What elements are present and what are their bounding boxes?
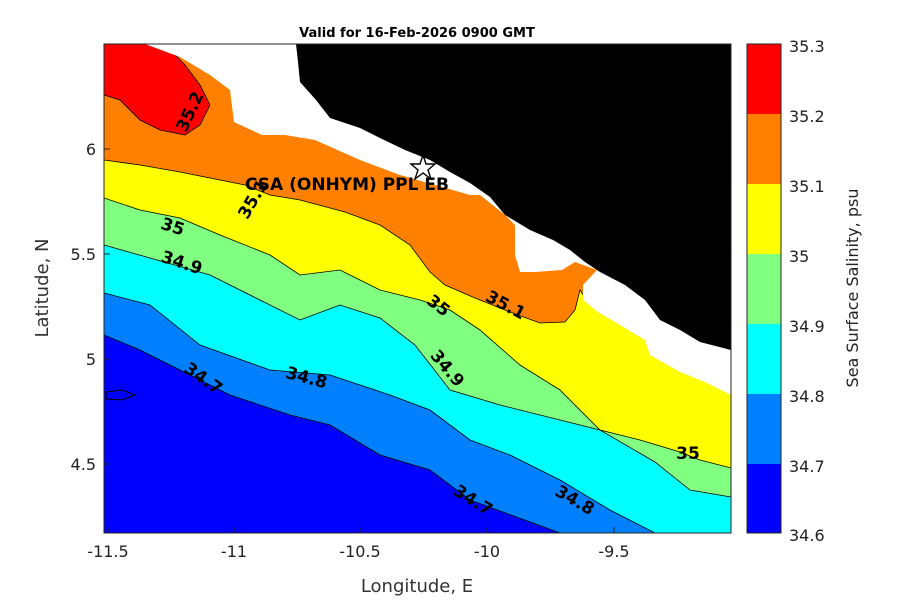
contour-label: 35 xyxy=(676,444,700,464)
y-tick-label: 5 xyxy=(86,350,96,369)
map-plot-area: 35.2 35.1 35 34.9 34.7 34.8 35 35.1 34.9… xyxy=(104,44,731,533)
colorbar-tick-label: 34.9 xyxy=(789,317,825,336)
y-tick-label: 4.5 xyxy=(71,455,96,474)
y-axis xyxy=(104,148,110,465)
plot-frame xyxy=(103,43,732,534)
colorbar-tick-label: 34.6 xyxy=(789,526,825,545)
y-tick-label: 5.5 xyxy=(71,245,96,264)
colorbar-tick-label: 35.1 xyxy=(789,177,825,196)
colorbar-band xyxy=(747,394,781,464)
colorbar-band xyxy=(747,114,781,184)
colorbar-tick-label: 35.2 xyxy=(789,107,825,126)
colorbar-frame xyxy=(746,43,782,534)
y-tick-label: 6 xyxy=(86,140,96,159)
colorbar-label: Sea Surface Salinity, psu xyxy=(843,189,862,388)
map-title: Valid for 16-Feb-2026 0900 GMT xyxy=(299,26,535,41)
land-mass xyxy=(296,44,731,350)
x-tick-label: -11 xyxy=(221,542,247,561)
colorbar-tick-label: 34.7 xyxy=(789,457,825,476)
site-label: CSA (ONHYM) PPL EB xyxy=(245,175,449,195)
colorbar xyxy=(746,43,782,534)
x-tick-label: -10 xyxy=(474,542,500,561)
colorbar-band xyxy=(747,184,781,254)
y-axis-label: Latitude, N xyxy=(32,239,53,338)
colorbar-band xyxy=(747,44,781,114)
colorbar-band xyxy=(747,464,781,533)
colorbar-tick-label: 35.3 xyxy=(789,37,825,56)
colorbar-band xyxy=(747,254,781,324)
salinity-band-35-2 xyxy=(104,44,211,136)
x-tick-label: -11.5 xyxy=(87,542,128,561)
star-icon xyxy=(409,152,437,181)
x-axis xyxy=(107,527,615,533)
x-tick-label: -9.5 xyxy=(598,542,629,561)
colorbar-band xyxy=(747,324,781,394)
x-axis-label: Longitude, E xyxy=(361,576,473,597)
colorbar-tick-label: 35 xyxy=(789,247,809,266)
colorbar-tick-label: 34.8 xyxy=(789,387,825,406)
contour-closed-loop xyxy=(105,389,137,401)
x-tick-label: -10.5 xyxy=(339,542,380,561)
